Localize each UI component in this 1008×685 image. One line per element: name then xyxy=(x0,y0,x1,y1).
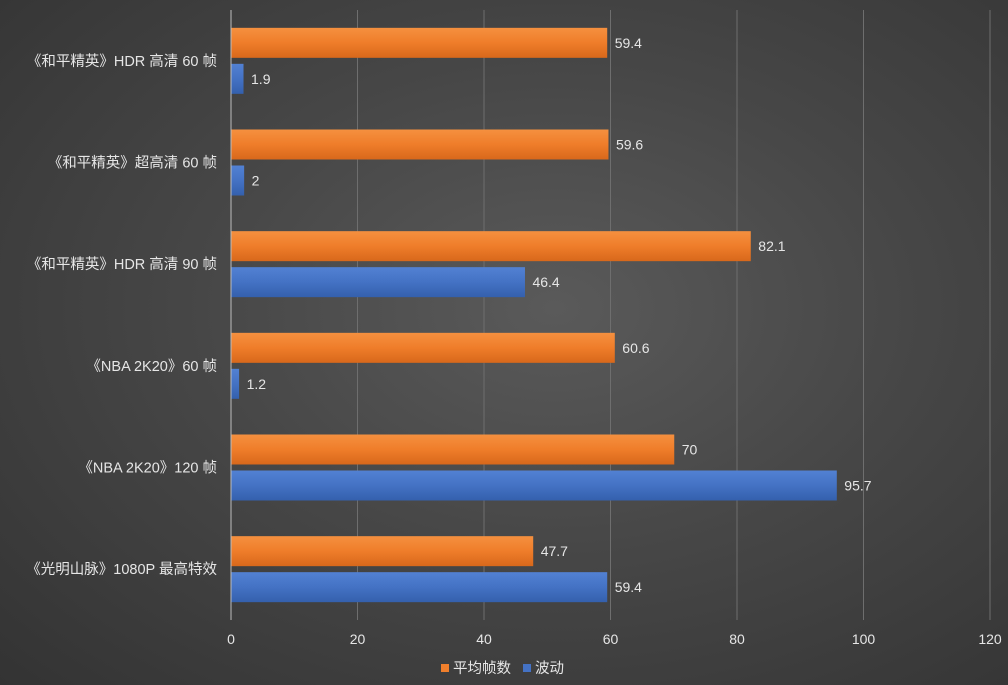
data-label: 70 xyxy=(682,442,698,458)
data-label: 47.7 xyxy=(541,543,568,559)
x-tick-label: 80 xyxy=(729,631,745,647)
data-label: 95.7 xyxy=(844,478,871,494)
x-tick-label: 0 xyxy=(227,631,235,647)
bar-avg-fps xyxy=(231,231,751,262)
data-label: 1.9 xyxy=(251,71,271,87)
x-tick-label: 100 xyxy=(852,631,876,647)
bar-avg-fps xyxy=(231,129,609,160)
data-label: 59.6 xyxy=(616,137,643,153)
category-label: 《和平精英》超高清 60 帧 xyxy=(48,154,217,172)
category-label: 《和平精英》HDR 高清 60 帧 xyxy=(27,52,217,70)
data-label: 1.2 xyxy=(247,376,267,392)
legend-swatch-avg-fps xyxy=(441,664,449,672)
x-tick-label: 40 xyxy=(476,631,492,647)
bar-avg-fps xyxy=(231,536,534,567)
bar-fluctuation xyxy=(231,165,245,196)
x-tick-label: 120 xyxy=(978,631,1002,647)
bar-avg-fps xyxy=(231,27,608,58)
data-label: 82.1 xyxy=(758,238,785,254)
x-tick-label: 20 xyxy=(350,631,366,647)
bars xyxy=(231,27,837,603)
legend-label: 平均帧数 xyxy=(453,660,511,677)
category-label: 《光明山脉》1080P 最高特效 xyxy=(26,561,217,578)
legend-label: 波动 xyxy=(535,660,564,677)
bar-avg-fps xyxy=(231,434,675,465)
bar-fluctuation xyxy=(231,267,525,298)
data-label: 60.6 xyxy=(622,340,649,356)
category-label: 《和平精英》HDR 高清 90 帧 xyxy=(27,255,217,273)
category-label: 《NBA 2K20》60 帧 xyxy=(86,358,217,375)
gridlines xyxy=(357,10,991,620)
bar-fluctuation xyxy=(231,470,837,501)
bar-avg-fps xyxy=(231,332,615,363)
category-label: 《NBA 2K20》120 帧 xyxy=(78,460,217,477)
data-labels: 59.4 1.9 59.6 2 82.1 46.4 60.6 1.2 70 95.7 47.7 59.… xyxy=(247,35,872,595)
data-label: 46.4 xyxy=(532,274,559,290)
legend: 平均帧数 波动 xyxy=(441,660,564,677)
x-tick-label: 60 xyxy=(603,631,619,647)
data-label: 59.4 xyxy=(615,579,642,595)
bar-fluctuation xyxy=(231,368,240,399)
bar-fluctuation xyxy=(231,63,244,94)
bar-fluctuation xyxy=(231,572,608,603)
axes: 0 20 40 60 80 100 120 《和平精英》HDR 高清 60 帧《和平精英》超高… xyxy=(26,10,1002,647)
legend-swatch-fluctuation xyxy=(523,664,531,672)
data-label: 2 xyxy=(252,173,260,189)
data-label: 59.4 xyxy=(615,35,642,51)
